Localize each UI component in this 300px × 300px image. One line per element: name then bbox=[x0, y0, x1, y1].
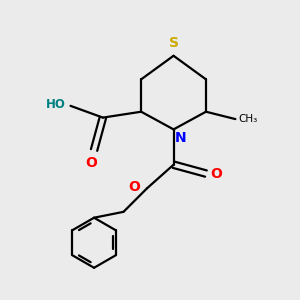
Text: O: O bbox=[128, 180, 140, 194]
Text: O: O bbox=[85, 156, 97, 170]
Text: N: N bbox=[175, 131, 187, 145]
Text: HO: HO bbox=[46, 98, 66, 111]
Text: O: O bbox=[210, 167, 222, 181]
Text: S: S bbox=[169, 36, 178, 50]
Text: CH₃: CH₃ bbox=[238, 114, 258, 124]
